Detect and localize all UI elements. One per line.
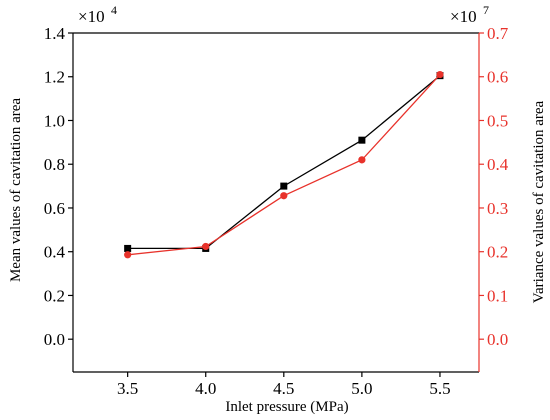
series-1-line [127, 75, 441, 250]
x-tick-label: 3.5 [117, 379, 138, 398]
left-y-tick-label: 0.4 [44, 243, 66, 262]
left-multiplier-exponent: 4 [111, 3, 117, 17]
right-y-tick-label: 0.4 [487, 155, 509, 174]
left-y-tick-label: 1.4 [44, 24, 66, 43]
left-multiplier-base: ×10 [78, 7, 105, 26]
left-y-tick-label: 0.6 [44, 199, 65, 218]
series-2-line [127, 74, 441, 256]
right-y-tick-label: 0.6 [487, 68, 508, 87]
right-multiplier-base: ×10 [450, 7, 477, 26]
x-tick-label: 4.0 [195, 379, 216, 398]
right-y-tick-label: 0.5 [487, 111, 508, 130]
series-2-point [436, 70, 444, 79]
left-axis-multiplier: ×10 4 [78, 3, 117, 26]
x-tick-label: 4.5 [273, 379, 294, 398]
left-y-tick-label: 0.2 [44, 286, 65, 305]
series-1-point [124, 244, 132, 252]
right-y-axis-title: Variance values of cavitation area [531, 100, 547, 303]
x-tick-label: 5.0 [351, 379, 372, 398]
right-y-tick-label: 0.0 [487, 330, 508, 349]
x-axis-title: Inlet pressure (MPa) [225, 399, 348, 415]
right-y-tick-label: 0.1 [487, 286, 508, 305]
left-y-tick-label: 1.2 [44, 68, 65, 87]
series-2-point [202, 242, 210, 251]
series-2-point [124, 251, 132, 259]
right-y-tick-label: 0.7 [487, 24, 509, 43]
series-2-point [358, 156, 366, 164]
series-2-point [280, 192, 288, 200]
left-y-tick-label: 0.0 [44, 330, 65, 349]
left-y-tick-label: 1.0 [44, 111, 65, 130]
x-tick-label: 5.5 [429, 379, 450, 398]
left-y-tick-label: 0.8 [44, 155, 65, 174]
right-y-tick-label: 0.3 [487, 199, 508, 218]
right-multiplier-exponent: 7 [483, 3, 489, 17]
left-y-axis-title: Mean values of cavitation area [8, 98, 24, 282]
series-layer [124, 70, 444, 259]
series-1-point [358, 136, 366, 144]
series-1-point [280, 182, 288, 190]
right-y-tick-label: 0.2 [487, 243, 508, 262]
right-axis-multiplier: ×10 7 [450, 3, 489, 26]
axes: 3.5 4.0 4.5 5.0 5.5 0.0 0.2 0.4 0.6 0.8 1.0 1.2 1.4 0… [44, 24, 509, 398]
